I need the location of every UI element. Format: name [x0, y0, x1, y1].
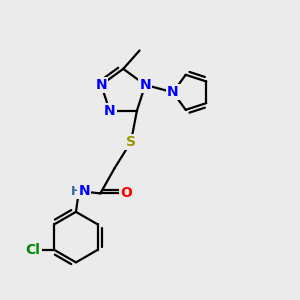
Text: N: N [79, 184, 90, 198]
Text: H: H [71, 184, 81, 197]
Text: N: N [104, 104, 116, 118]
Text: N: N [167, 85, 179, 99]
Text: S: S [126, 135, 136, 149]
Text: N: N [95, 78, 107, 92]
Text: N: N [140, 78, 151, 92]
Text: Cl: Cl [26, 243, 40, 257]
Text: O: O [121, 186, 132, 200]
